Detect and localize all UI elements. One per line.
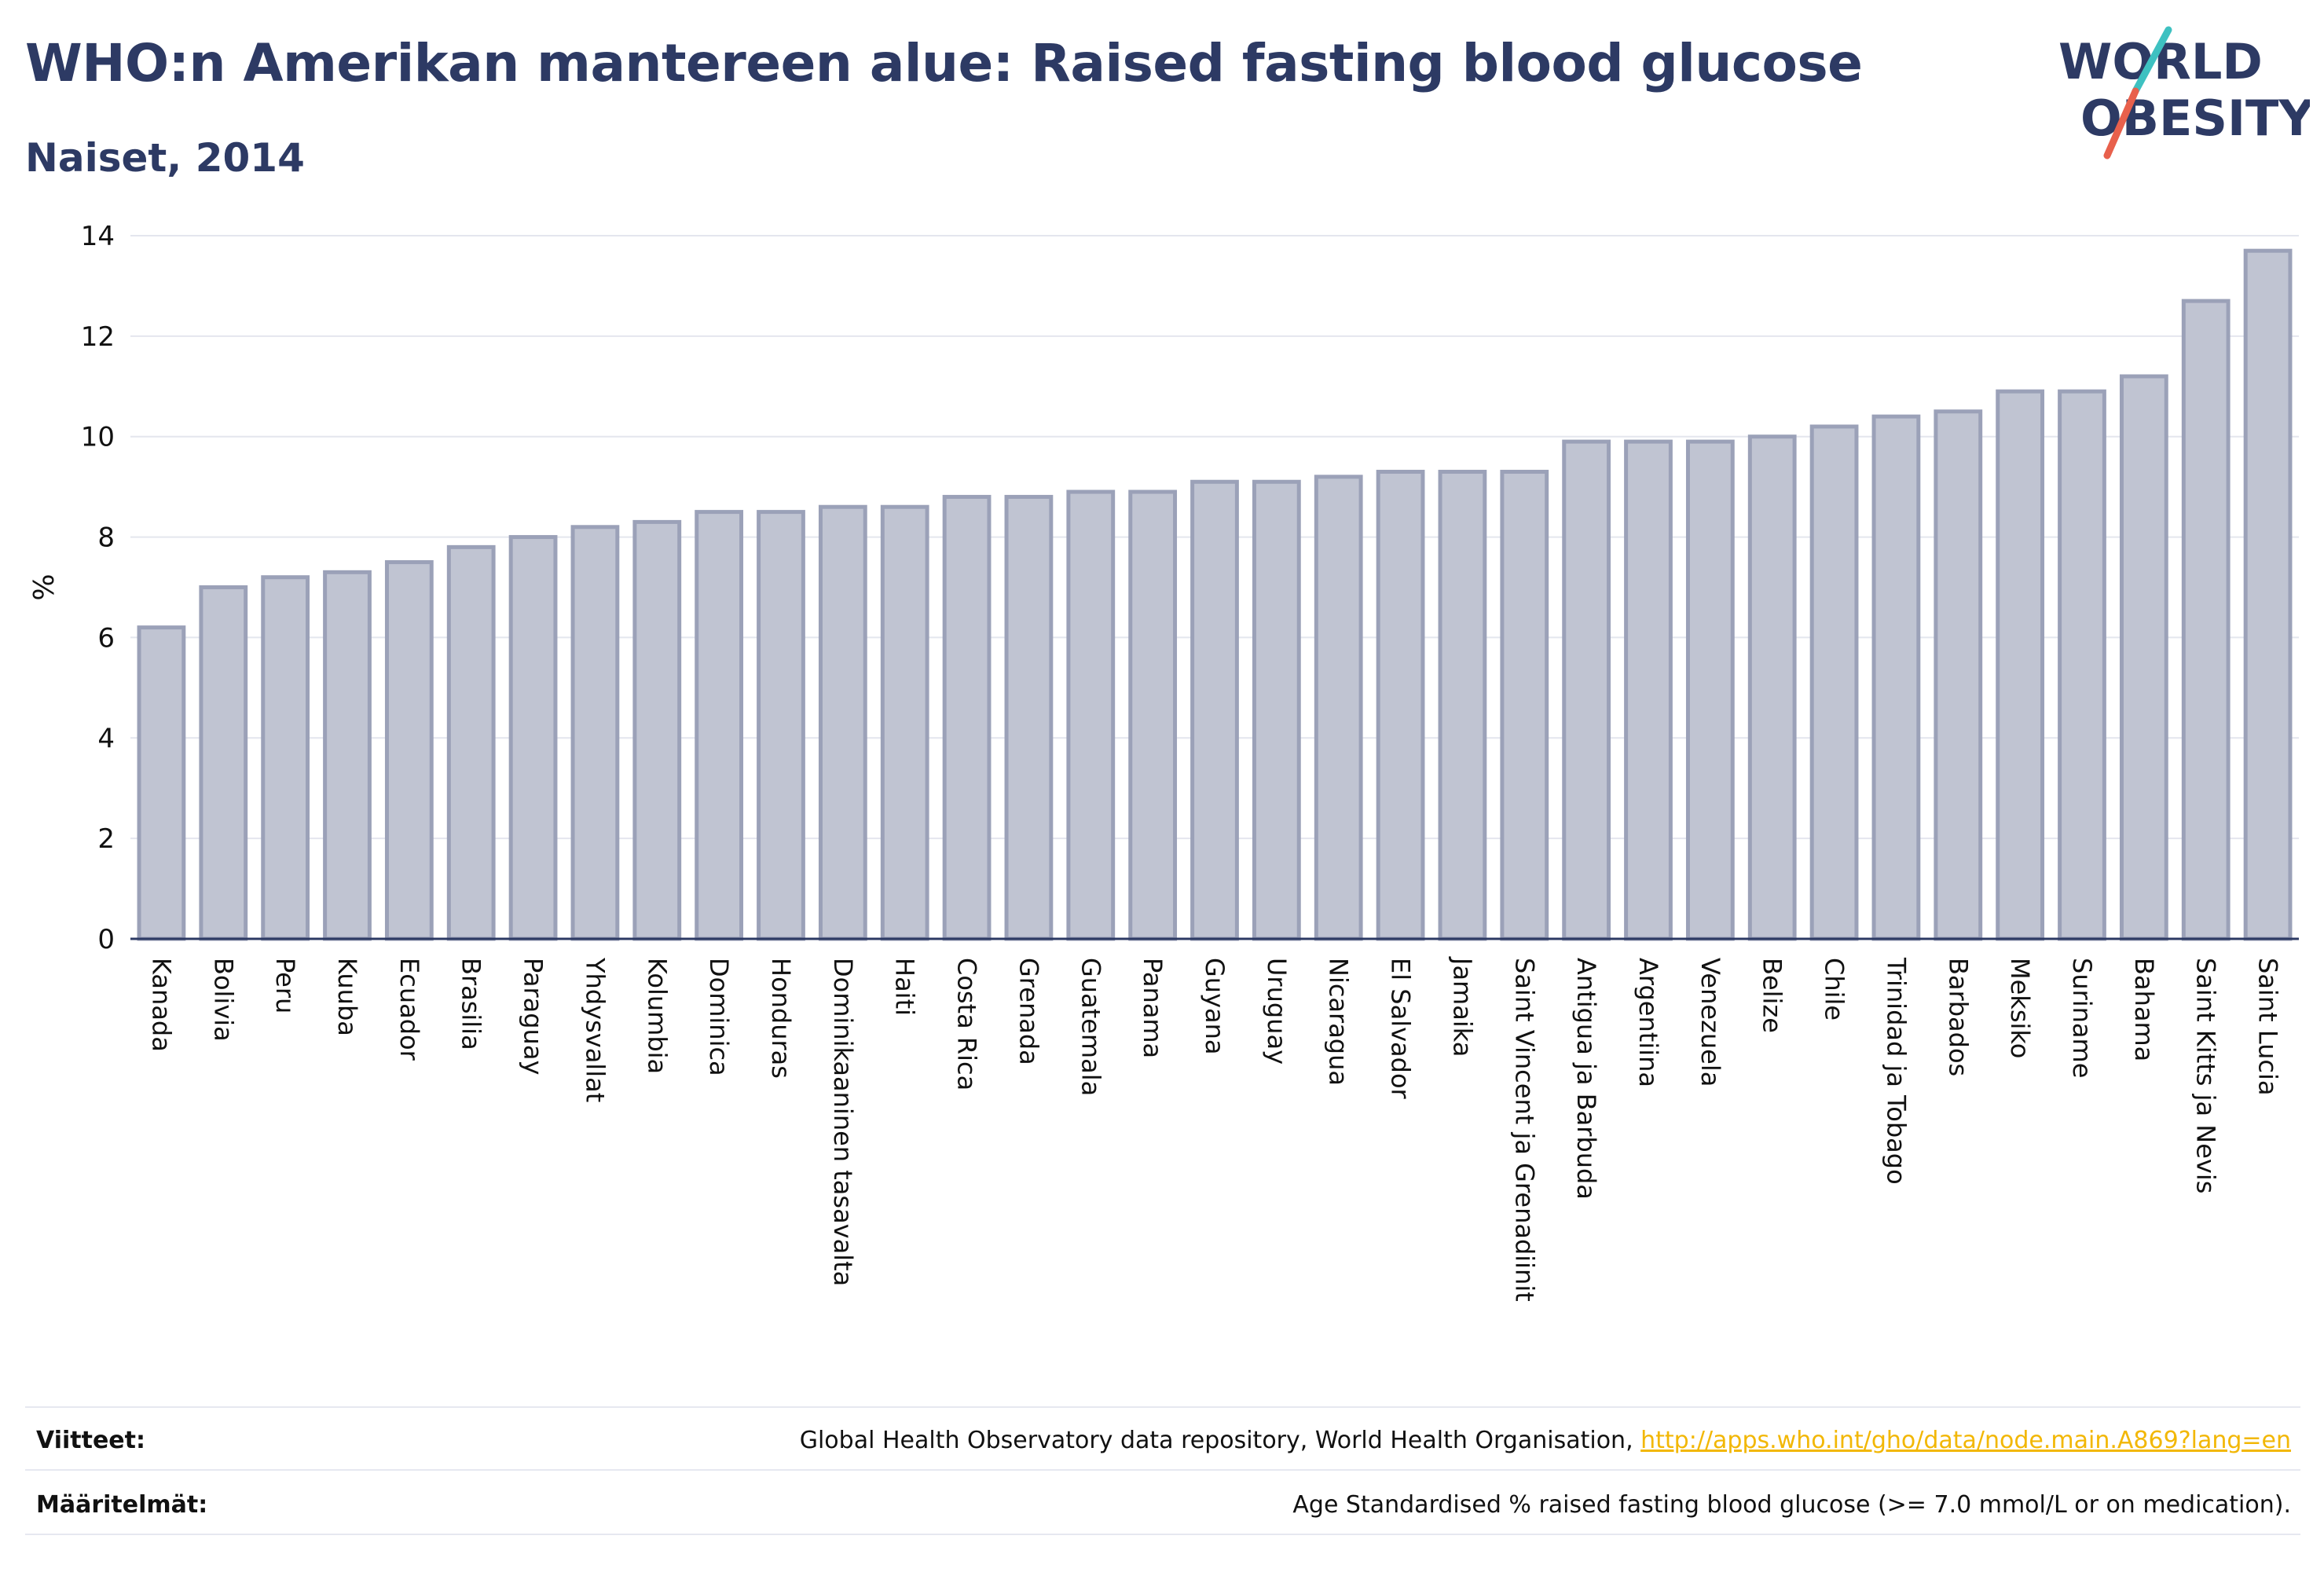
x-tick-label: Bahama: [2129, 958, 2159, 1061]
bar: [508, 535, 558, 941]
bar: [1438, 469, 1487, 941]
bar: [2119, 374, 2168, 941]
x-tick-label: Haiti: [890, 958, 920, 1016]
x-tick-label: Honduras: [766, 958, 796, 1079]
bar: [2243, 248, 2293, 941]
x-tick-label: Saint Vincent ja Grenadiinit: [1509, 958, 1539, 1302]
definitions-text: Age Standardised % raised fasting blood …: [1292, 1491, 2291, 1519]
x-tick-label: Costa Rica: [952, 958, 982, 1090]
bar: [446, 544, 496, 941]
bar: [1004, 494, 1054, 941]
bar: [632, 519, 682, 941]
bar: [1376, 469, 1425, 941]
x-tick-label: Dominica: [704, 958, 734, 1076]
x-tick-label: Uruguay: [1262, 958, 1292, 1065]
x-tick-label: Jamaika: [1447, 956, 1477, 1057]
x-tick-label: Yhdysvallat: [580, 957, 610, 1102]
x-tick-label: Peru: [270, 958, 300, 1013]
bar: [880, 504, 929, 941]
x-tick-label: Grenada: [1014, 958, 1043, 1065]
y-tick-label: 14: [81, 221, 115, 252]
x-tick-label: Trinidad ja Tobago: [1881, 957, 1911, 1185]
footer-divider-bottom: [25, 1534, 2300, 1535]
y-tick-label: 12: [81, 321, 115, 353]
bar: [384, 560, 434, 941]
x-tick-label: Panama: [1138, 958, 1167, 1058]
bar: [1562, 439, 1611, 941]
x-tick-label: Antigua ja Barbuda: [1571, 958, 1601, 1200]
bar: [1996, 389, 2045, 941]
x-tick-label: Guatemala: [1076, 958, 1105, 1096]
bar: [2058, 389, 2106, 941]
chart-title: WHO:n Amerikan mantereen alue: Raised fa…: [25, 33, 1863, 93]
x-tick-label: Brasilia: [456, 958, 486, 1050]
y-axis-label: %: [28, 574, 60, 600]
bar: [570, 525, 620, 941]
world-obesity-logo: WORLD OBESITY: [2058, 26, 2310, 159]
x-tick-label: Belize: [1758, 958, 1787, 1033]
y-tick-label: 10: [81, 422, 115, 453]
x-tick-label: Dominikaaninen tasavalta: [828, 958, 858, 1286]
y-tick-label: 0: [97, 924, 115, 955]
definitions-label: Määritelmät:: [36, 1491, 208, 1519]
x-tick-label: Paraguay: [519, 958, 548, 1075]
y-tick-label: 4: [97, 723, 115, 754]
bar: [323, 570, 372, 941]
bar: [1128, 489, 1178, 941]
y-tick-label: 8: [97, 522, 115, 554]
y-tick-label: 6: [97, 622, 115, 654]
x-tick-label: Saint Kitts ja Nevis: [2191, 958, 2221, 1193]
references-link[interactable]: http://apps.who.int/gho/data/node.main.A…: [1640, 1427, 2291, 1454]
x-tick-label: Guyana: [1200, 958, 1230, 1055]
x-tick-label: Bolivia: [208, 958, 238, 1042]
references-source: Global Health Observatory data repositor…: [799, 1427, 1641, 1454]
references-text: Global Health Observatory data repositor…: [800, 1427, 2291, 1454]
bar-chart: 0 2 4 6 8 10 12 14% Kanada Bolivia Peru Kuuba Ecuado…: [28, 221, 2299, 1302]
x-tick-label: Ecuador: [394, 958, 424, 1061]
bar: [1809, 424, 1859, 941]
bar: [2181, 299, 2231, 941]
bar: [137, 625, 186, 941]
x-tick-label: Venezuela: [1695, 958, 1725, 1087]
x-tick-label: Barbados: [1943, 958, 1973, 1076]
bar: [1685, 439, 1735, 941]
bar: [1190, 479, 1239, 941]
bar: [695, 510, 744, 941]
bar: [1624, 439, 1673, 941]
bar: [1747, 434, 1797, 941]
x-tick-label: Chile: [1820, 958, 1849, 1021]
chart-subtitle: Naiset, 2014: [25, 135, 305, 181]
bar: [1314, 475, 1363, 941]
x-tick-label: Kanada: [146, 958, 176, 1052]
x-tick-label: Suriname: [2067, 958, 2097, 1078]
bar: [942, 494, 992, 941]
footer-divider-top: [25, 1406, 2300, 1408]
bar: [199, 585, 248, 941]
x-tick-label: El Salvador: [1386, 958, 1416, 1100]
x-tick-label: Kolumbia: [642, 958, 672, 1074]
x-tick-label: Argentiina: [1633, 958, 1663, 1087]
bar: [1252, 479, 1301, 941]
bar: [1066, 489, 1116, 941]
x-tick-label: Nicaragua: [1324, 958, 1354, 1086]
x-tick-label: Saint Lucia: [2253, 958, 2283, 1095]
footer-divider-middle: [25, 1469, 2300, 1471]
x-tick-label: Kuuba: [332, 958, 362, 1036]
bar: [818, 504, 867, 941]
y-tick-label: 2: [97, 823, 115, 855]
bar: [261, 575, 310, 941]
x-tick-label: Meksiko: [2005, 958, 2035, 1058]
references-label: Viitteet:: [36, 1427, 145, 1454]
bar: [1871, 414, 1921, 941]
bar: [1934, 409, 1983, 941]
bar: [1500, 469, 1549, 941]
bar: [757, 510, 805, 941]
